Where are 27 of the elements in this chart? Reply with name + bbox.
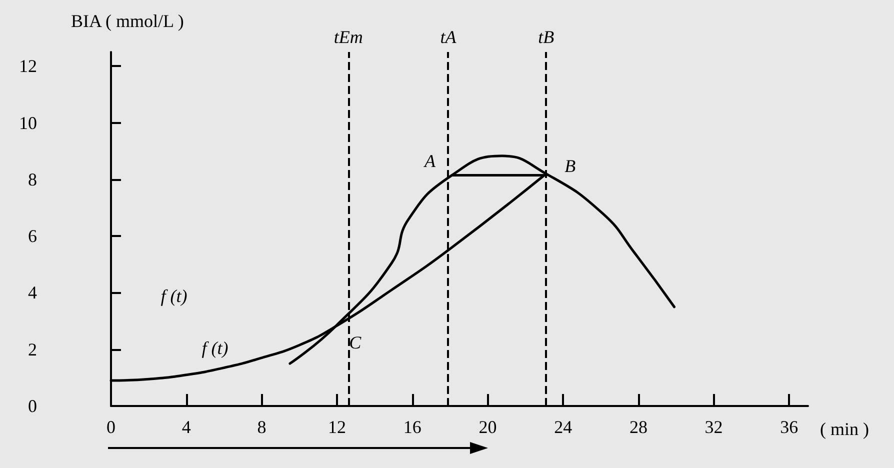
ref-line-label: tEm	[334, 27, 363, 47]
x-tick-label: 32	[704, 417, 723, 437]
y-tick-label: 6	[28, 226, 37, 246]
ref-line-label: tA	[440, 27, 458, 47]
x-tick-label: 0	[106, 417, 116, 437]
y-tick-label: 12	[19, 56, 37, 76]
x-tick-label: 36	[780, 417, 798, 437]
annotation: C	[349, 332, 362, 353]
x-tick-label: 4	[182, 417, 191, 437]
y-tick-label: 4	[28, 282, 37, 303]
x-tick-label: 24	[554, 417, 572, 437]
x-axis-title: ( min )	[820, 419, 869, 439]
y-tick-label: 10	[19, 112, 37, 133]
annotation: A	[423, 151, 436, 172]
x-tick-label: 20	[478, 417, 497, 437]
x-tick-label: 16	[403, 417, 422, 437]
ref-line-label: tB	[538, 27, 554, 47]
x-tick-label: 8	[257, 417, 266, 437]
x-tick-label: 28	[629, 417, 648, 437]
annotation: f (t)	[160, 286, 188, 306]
annotation: f (t)	[202, 338, 228, 358]
y-tick-label: 0	[28, 396, 37, 416]
x-tick-label: 12	[328, 417, 346, 437]
y-tick-label: 2	[28, 339, 37, 360]
y-axis-title: BIA ( mmol/L )	[71, 11, 184, 31]
y-tick-label: 8	[28, 169, 37, 190]
annotation: B	[564, 156, 576, 176]
